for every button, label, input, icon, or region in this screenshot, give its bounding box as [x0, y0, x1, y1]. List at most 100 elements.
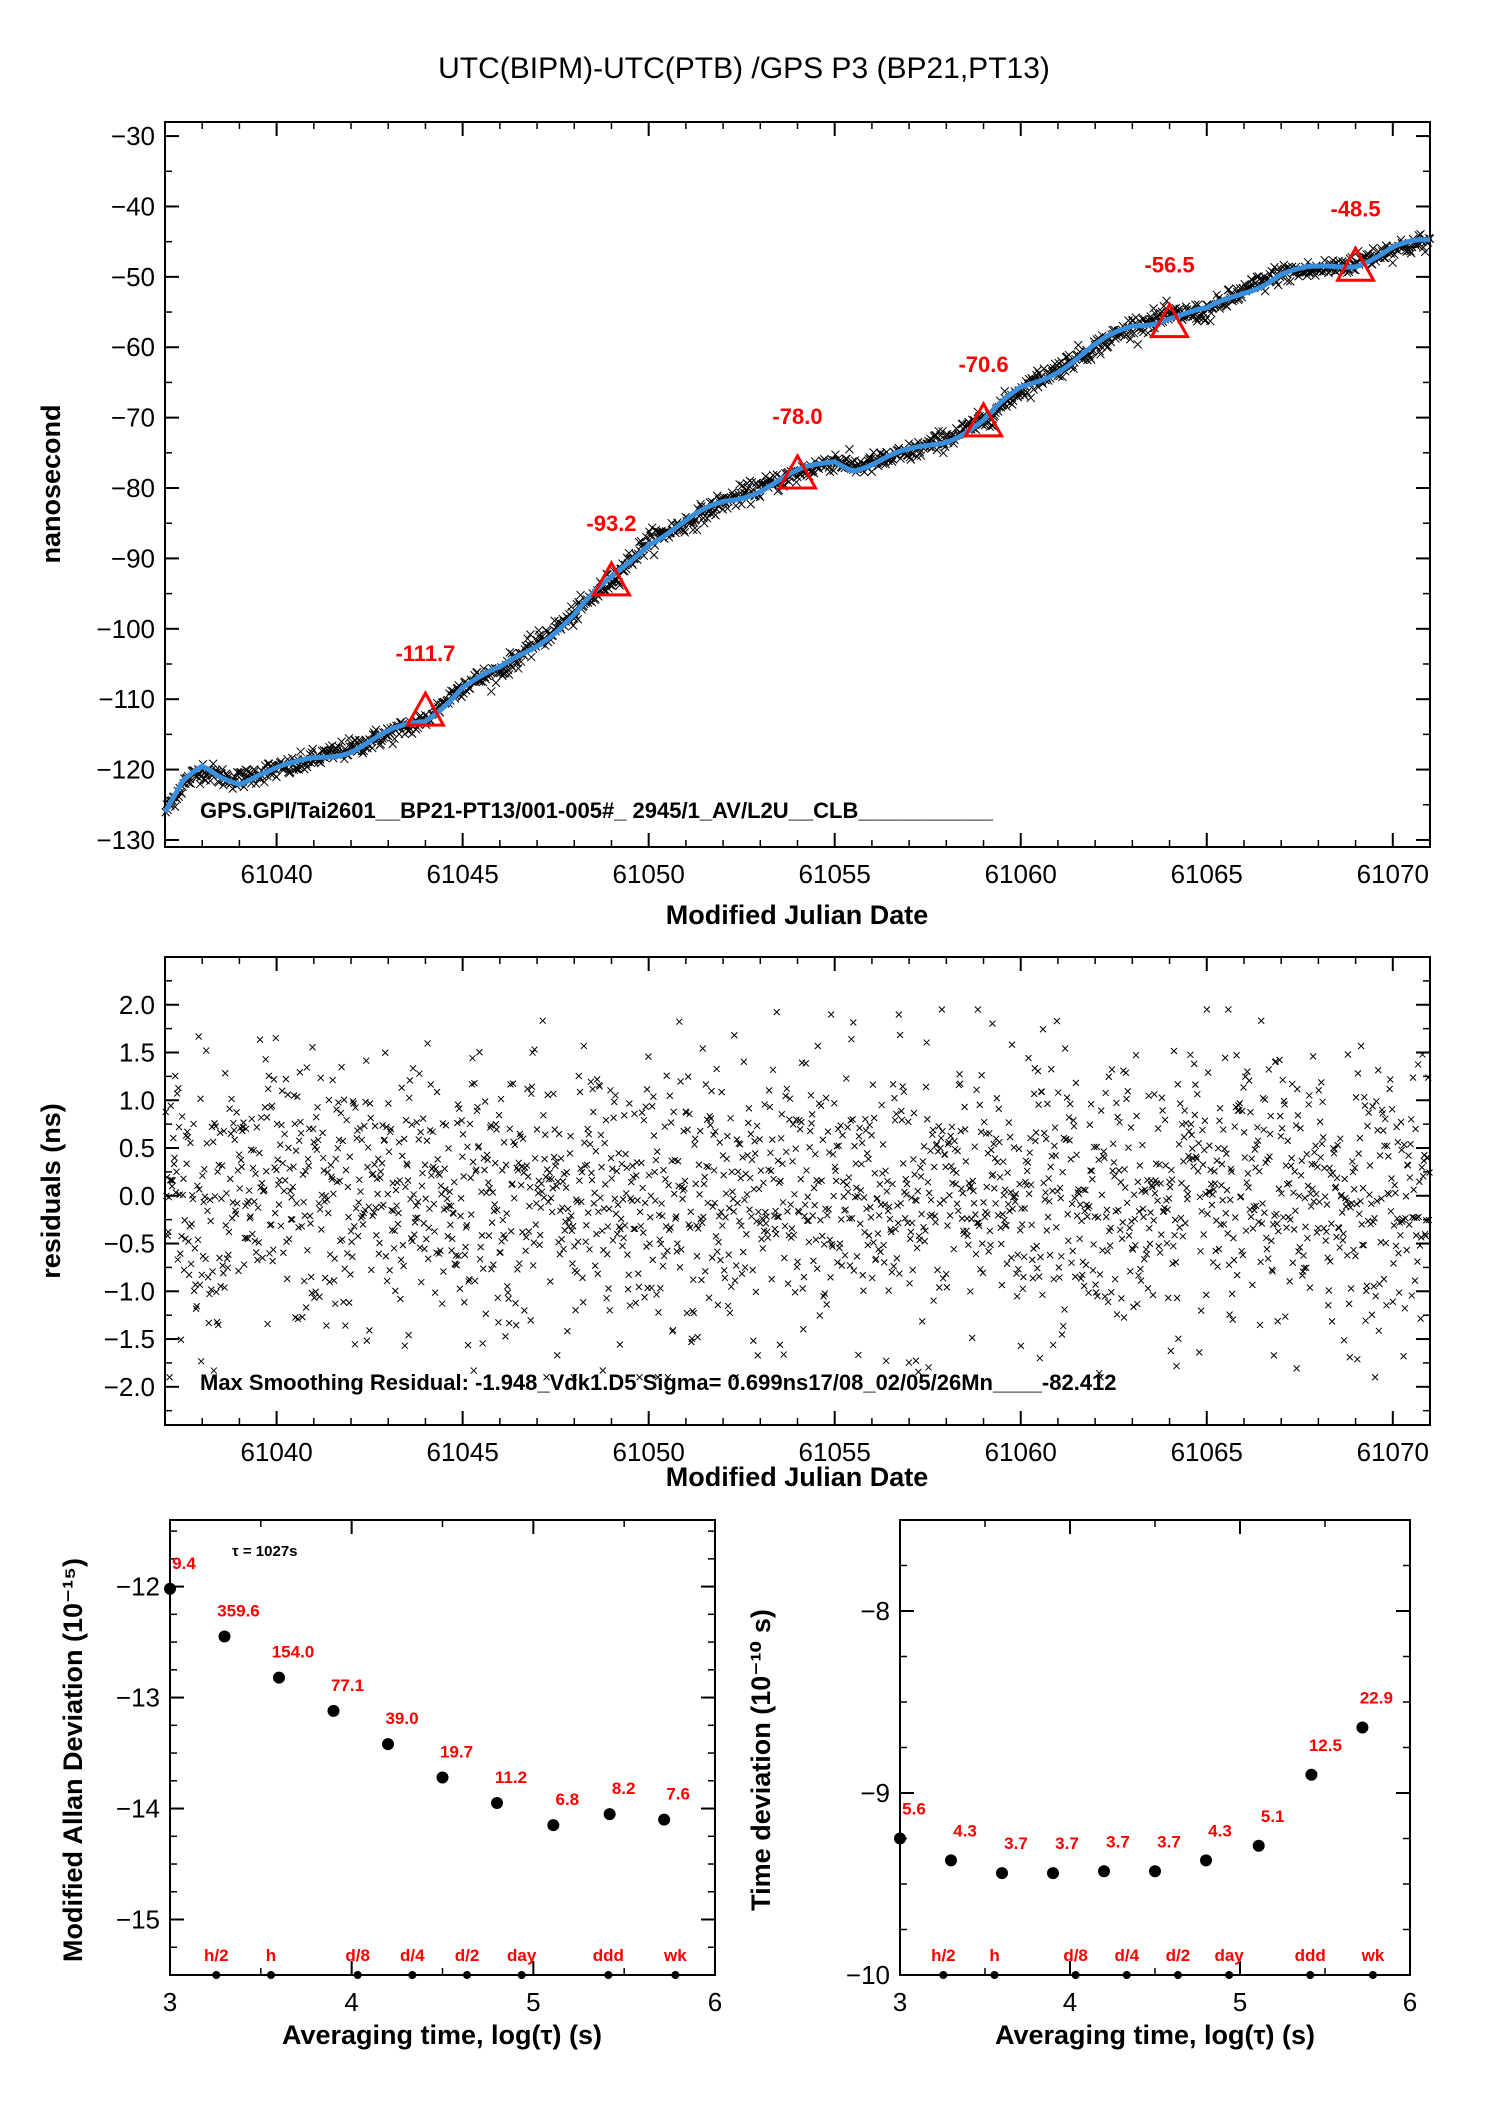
residual-point: [999, 1158, 1007, 1165]
residual-point: [1204, 1069, 1212, 1076]
residual-point: [725, 1204, 733, 1212]
measurement-point: [938, 427, 947, 436]
residual-point: [416, 1244, 424, 1251]
residual-point: [469, 1054, 476, 1062]
residual-point: [609, 1236, 617, 1244]
residual-point: [637, 1222, 645, 1230]
residual-point: [478, 1231, 486, 1239]
residual-point: [391, 1227, 399, 1235]
measurement-point: [236, 767, 246, 777]
residual-point: [832, 1177, 840, 1185]
residual-point: [1218, 1160, 1226, 1168]
residual-point: [400, 1135, 408, 1143]
residual-point: [968, 1334, 976, 1342]
y-tick-label: −130: [96, 825, 155, 855]
residual-point: [347, 1271, 354, 1278]
residual-point: [362, 1057, 370, 1065]
residual-point: [949, 1167, 957, 1174]
residual-point: [316, 1293, 323, 1301]
residual-point: [693, 1222, 700, 1229]
measurement-point: [526, 652, 536, 662]
residual-point: [1380, 1275, 1388, 1283]
marker-label: -93.2: [586, 511, 636, 536]
residual-point: [197, 1095, 204, 1103]
residual-point: [303, 1064, 311, 1071]
residual-point: [1141, 1186, 1149, 1193]
residual-point: [1168, 1166, 1175, 1174]
residual-point: [1395, 1289, 1403, 1296]
residual-point: [1027, 1181, 1035, 1189]
measurement-point: [1039, 364, 1049, 374]
residual-point: [1359, 1184, 1367, 1192]
measurement-point: [680, 527, 690, 537]
residual-point: [777, 1177, 784, 1185]
residual-point: [462, 1243, 469, 1251]
residual-point: [696, 1190, 703, 1198]
residual-point: [943, 1283, 951, 1291]
residual-point: [782, 1092, 789, 1100]
residual-point: [854, 1351, 862, 1359]
residual-point: [226, 1175, 234, 1183]
deviation-value-label: 8.2: [612, 1779, 636, 1798]
residual-point: [825, 1205, 832, 1213]
residual-point: [1212, 1247, 1220, 1255]
residual-point: [1333, 1233, 1340, 1241]
residual-point: [930, 1163, 938, 1171]
residual-point: [771, 1225, 779, 1233]
residual-point: [1162, 1162, 1170, 1169]
residual-point: [773, 1008, 781, 1016]
residual-point: [512, 1321, 520, 1329]
residual-point: [859, 1271, 867, 1279]
residual-point: [207, 1217, 215, 1225]
residual-point: [980, 1118, 988, 1126]
residual-point: [935, 1123, 943, 1130]
residual-point: [1208, 1201, 1216, 1209]
residual-point: [1245, 1077, 1253, 1084]
residual-point: [286, 1187, 294, 1195]
residual-point: [1253, 1141, 1261, 1149]
residual-point: [1251, 1146, 1259, 1153]
residual-point: [510, 1194, 518, 1202]
measurement-point: [344, 733, 354, 743]
residual-point: [876, 1180, 884, 1188]
residual-point: [232, 1210, 240, 1218]
residual-point: [1400, 1352, 1407, 1360]
measurement-point: [1029, 385, 1038, 394]
y-tick-label: −30: [111, 121, 155, 151]
residual-point: [1008, 1254, 1015, 1262]
residual-point: [818, 1232, 826, 1240]
residual-point: [1286, 1216, 1294, 1224]
marker-label: -70.6: [958, 352, 1008, 377]
residual-point: [184, 1133, 192, 1141]
residual-point: [325, 1096, 333, 1104]
measurement-point: [388, 739, 398, 749]
residual-point: [1372, 1292, 1380, 1300]
residual-point: [1287, 1162, 1295, 1170]
residual-point: [302, 1167, 309, 1175]
residual-point: [1223, 1186, 1231, 1194]
residual-point: [288, 1194, 295, 1201]
tdev-points: 5.64.33.7 3.7 3.7 3.74.35.112.522.9: [894, 1688, 1393, 1880]
residual-point: [330, 1190, 337, 1198]
residual-point: [1284, 1137, 1292, 1145]
residual-point: [1046, 1251, 1054, 1259]
residual-point: [1298, 1157, 1306, 1165]
residual-point: [367, 1266, 375, 1274]
residual-point: [1295, 1248, 1302, 1255]
residual-point: [169, 1134, 177, 1142]
residual-point: [787, 1201, 795, 1208]
residual-point: [1373, 1197, 1381, 1205]
residual-point: [1058, 1252, 1065, 1260]
residual-point: [649, 1256, 657, 1264]
residual-point: [634, 1196, 641, 1204]
residual-point: [340, 1298, 347, 1306]
residual-point: [811, 1201, 819, 1209]
residual-point: [1354, 1069, 1362, 1077]
residual-point: [479, 1340, 486, 1347]
y-tick-label: −14: [116, 1794, 160, 1824]
measurement-point: [896, 454, 905, 463]
residual-point: [730, 1208, 738, 1215]
residual-point: [1310, 1198, 1318, 1205]
residual-point: [1224, 1230, 1232, 1237]
residual-point: [745, 1104, 753, 1112]
